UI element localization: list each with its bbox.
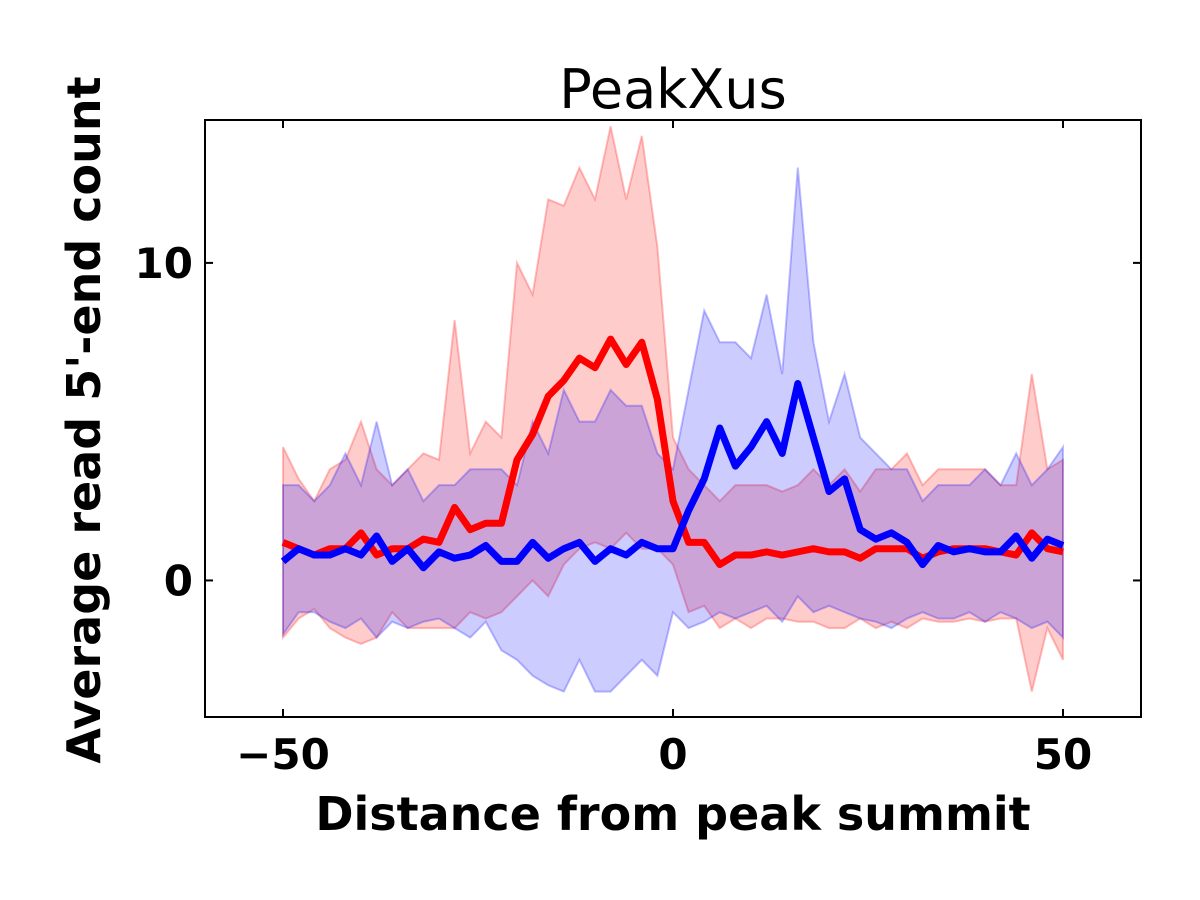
y-tick-label: 0 <box>164 556 193 605</box>
y-axis-label: Average read 5'-end count <box>57 76 111 763</box>
line <box>280 380 1065 572</box>
x-axis-label: Distance from peak summit <box>315 787 1030 841</box>
chart-title: PeakXus <box>559 58 787 121</box>
x-tick-label: −50 <box>236 730 330 779</box>
y-tick-label: 10 <box>135 239 193 288</box>
plot-area: −50 0 50 0 10 <box>135 119 1142 779</box>
error-band <box>282 167 1064 693</box>
x-tick-label: 0 <box>658 730 687 779</box>
x-tick-label: 50 <box>1034 730 1092 779</box>
